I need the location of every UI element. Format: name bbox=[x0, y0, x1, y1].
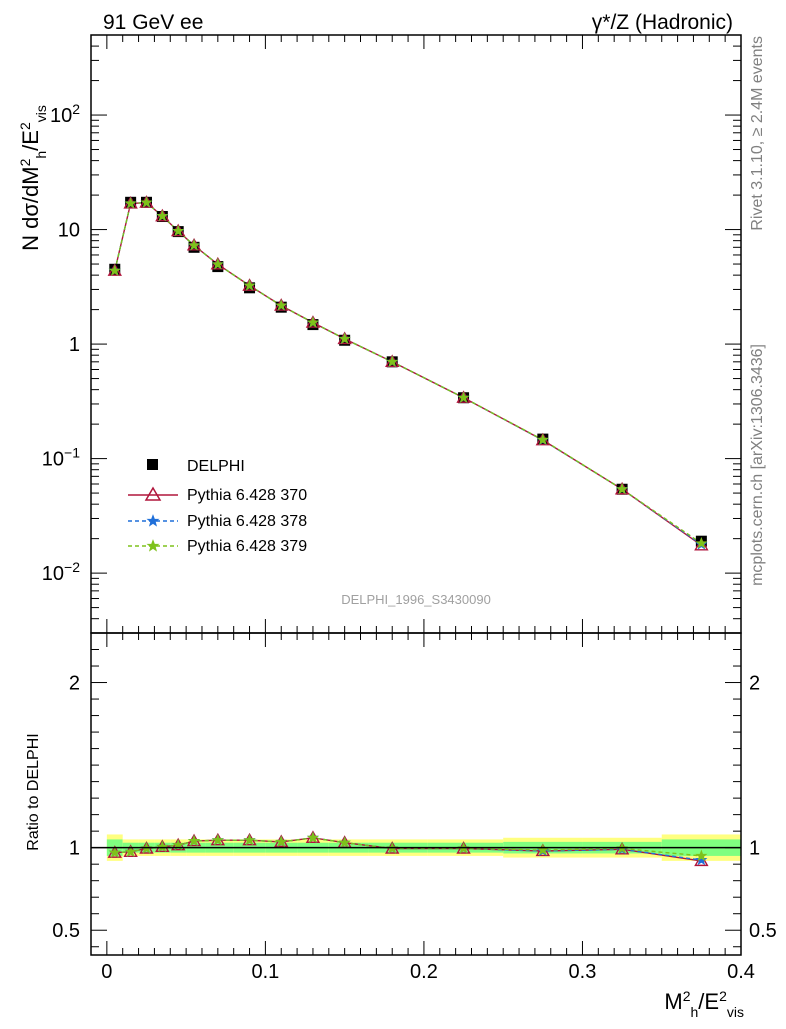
x-tick-label: 0 bbox=[101, 961, 112, 983]
y-axis-label-main: N dσ/dM2h/E2vis bbox=[17, 105, 49, 251]
mc-point-ratio bbox=[695, 849, 708, 862]
legend-marker-379 bbox=[146, 539, 160, 552]
mc-point-main bbox=[616, 482, 629, 495]
mc-point-main bbox=[386, 355, 399, 368]
y-ratio-tick-label: 1 bbox=[69, 838, 80, 860]
x-axis-label: M2h/E2vis bbox=[664, 988, 744, 1020]
y-main-tick-label: 102 bbox=[50, 101, 80, 127]
mc-point-ratio bbox=[108, 846, 121, 858]
mc-point-main bbox=[695, 536, 708, 549]
mc-point-ratio bbox=[156, 840, 169, 853]
mc-point-ratio bbox=[275, 835, 288, 848]
data-markers bbox=[107, 195, 709, 867]
side-label-top: Rivet 3.1.10, ≥ 2.4M events bbox=[749, 36, 766, 231]
side-label-bottom: mcplots.cern.ch [arXiv:1306.3436] bbox=[749, 344, 766, 586]
mc-point-main bbox=[124, 197, 137, 209]
mc-point-ratio bbox=[187, 834, 201, 847]
mc-point-main bbox=[156, 209, 169, 222]
mc-point-ratio bbox=[306, 831, 320, 843]
legend-label-370: Pythia 6.428 370 bbox=[187, 487, 307, 504]
series-line-main-2 bbox=[114, 201, 702, 544]
legend-star-shape bbox=[146, 539, 160, 552]
mc-point-ratio bbox=[338, 836, 351, 848]
header-right: γ*/Z (Hadronic) bbox=[592, 11, 733, 34]
mc-point-main bbox=[275, 299, 288, 311]
mc-point-main bbox=[457, 391, 470, 403]
ratio-panel-frame bbox=[90, 632, 742, 956]
y-main-tick-label: 1 bbox=[69, 334, 80, 356]
y-ratio-tick-label: 0.5 bbox=[52, 920, 80, 942]
y-ratio-tick-label-right: 1 bbox=[749, 838, 760, 860]
x-tick-label: 0.1 bbox=[251, 961, 279, 983]
series-lines bbox=[114, 201, 702, 862]
x-tick-label: 0.4 bbox=[727, 961, 755, 983]
analysis-watermark: DELPHI_1996_S3430090 bbox=[341, 592, 491, 607]
mc-point-ratio bbox=[211, 833, 224, 846]
legend-marker-370 bbox=[144, 486, 162, 501]
mc-point-main bbox=[243, 279, 256, 291]
mc-point-main bbox=[187, 239, 201, 251]
legend-label-data: DELPHI bbox=[187, 458, 245, 475]
y-axis-label-ratio: Ratio to DELPHI bbox=[25, 733, 42, 850]
legend-marker-378 bbox=[146, 514, 160, 527]
mc-point-main bbox=[172, 224, 185, 237]
mc-point-main bbox=[140, 196, 153, 208]
mc-point-main bbox=[108, 264, 121, 276]
y-ratio-tick-label-right: 0.5 bbox=[749, 920, 777, 942]
y-ratio-tick-label-right: 2 bbox=[749, 673, 760, 695]
y-main-tick-label: 10−2 bbox=[42, 559, 80, 585]
header-left: 91 GeV ee bbox=[103, 11, 203, 34]
mc-point-main bbox=[536, 433, 549, 445]
mc-point-ratio bbox=[243, 833, 256, 846]
mc-point-main bbox=[306, 316, 320, 328]
mc-point-ratio bbox=[124, 845, 137, 857]
y-ratio-tick-label: 2 bbox=[69, 673, 80, 695]
x-tick-label: 0.3 bbox=[569, 961, 597, 983]
mc-point-ratio bbox=[695, 853, 708, 866]
x-tick-label: 0.2 bbox=[410, 961, 438, 983]
mc-point-main bbox=[211, 257, 224, 270]
y-main-tick-label: 10−1 bbox=[42, 445, 80, 471]
legend-label-379: Pythia 6.428 379 bbox=[187, 538, 307, 555]
mc-point-main bbox=[338, 332, 351, 345]
y-main-tick-label: 10 bbox=[58, 220, 80, 242]
legend-star-shape bbox=[146, 514, 160, 527]
legend-label-378: Pythia 6.428 378 bbox=[187, 513, 307, 530]
tick-labels: 0 0.1 0.2 0.3 0.4 102 10 1 10−1 10−2 0.5 0.5 1 1 2 2 bbox=[42, 101, 777, 983]
legend: DELPHI Pythia 6.428 370 Pythia 6.428 378… bbox=[128, 458, 307, 555]
legend-marker-data bbox=[147, 459, 158, 470]
